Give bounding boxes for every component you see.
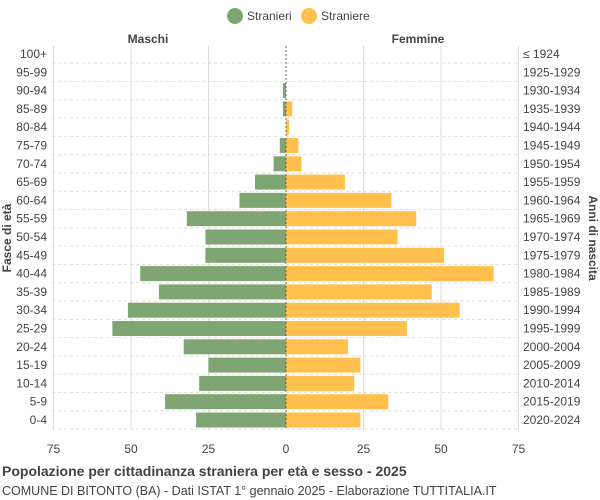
birth-year-label: 2000-2004 [523, 340, 581, 354]
birth-year-label: 1930-1934 [523, 84, 581, 98]
age-label: 80-84 [16, 120, 47, 134]
bar-female-45-49 [286, 247, 445, 263]
x-tick-label: 50 [434, 442, 448, 456]
birth-year-label: 2015-2019 [523, 395, 581, 409]
x-tick-label: 75 [47, 442, 61, 456]
age-label: 45-49 [16, 248, 47, 262]
birth-year-label: 1960-1964 [523, 193, 581, 207]
age-label: 40-44 [16, 267, 47, 281]
bar-female-65-69 [286, 174, 345, 190]
age-label: 0-4 [30, 413, 48, 427]
bar-female-85-89 [286, 101, 293, 117]
birth-year-label: 1995-1999 [523, 322, 581, 336]
birth-year-label: 2005-2009 [523, 358, 581, 372]
y-axis-label-right: Anni di nascita [586, 195, 600, 281]
age-label: 65-69 [16, 175, 47, 189]
bar-male-90-94 [282, 83, 286, 99]
age-label: 15-19 [16, 358, 47, 372]
age-label: 75-79 [16, 139, 47, 153]
bar-male-10-14 [199, 375, 286, 391]
birth-year-label: 1985-1989 [523, 285, 581, 299]
bar-male-55-59 [186, 211, 286, 227]
birth-year-label: 1970-1974 [523, 230, 581, 244]
bar-female-80-84 [286, 119, 290, 135]
legend-marker-stranieri [227, 8, 243, 24]
legend-label-stranieri: Stranieri [247, 9, 292, 23]
bar-male-0-4 [196, 412, 286, 428]
birth-year-label: 1975-1979 [523, 248, 581, 262]
legend-marker-straniere [301, 8, 317, 24]
x-tick-label: 25 [202, 442, 216, 456]
bar-female-60-64 [286, 192, 392, 208]
bar-male-40-44 [140, 266, 286, 282]
bar-female-0-4 [286, 412, 361, 428]
bar-male-5-9 [165, 394, 286, 410]
age-label: 25-29 [16, 322, 47, 336]
right-header: Femmine [392, 32, 445, 46]
age-label: 10-14 [16, 376, 47, 390]
birth-year-label: 1935-1939 [523, 102, 581, 116]
bar-male-70-74 [273, 156, 286, 172]
age-label: 95-99 [16, 65, 47, 79]
bar-male-30-34 [127, 302, 287, 318]
x-tick-label: 25 [357, 442, 371, 456]
birth-year-label: 1965-1969 [523, 212, 581, 226]
bar-male-15-19 [208, 357, 286, 373]
bar-male-85-89 [282, 101, 286, 117]
birth-year-label: 1955-1959 [523, 175, 581, 189]
y-axis-label-left: Fasce di età [0, 203, 14, 272]
bar-male-60-64 [239, 192, 286, 208]
age-label: 55-59 [16, 212, 47, 226]
chart-title: Popolazione per cittadinanza straniera p… [2, 463, 407, 479]
birth-year-label: 1940-1944 [523, 120, 581, 134]
birth-year-label: 2010-2014 [523, 376, 581, 390]
bar-female-20-24 [286, 339, 348, 355]
bar-male-45-49 [205, 247, 286, 263]
birth-year-label: 2020-2024 [523, 413, 581, 427]
bar-female-75-79 [286, 138, 299, 153]
x-tick-label: 75 [512, 442, 526, 456]
age-label: 30-34 [16, 303, 47, 317]
age-label: 5-9 [30, 395, 48, 409]
bar-female-50-54 [286, 229, 398, 245]
bar-male-65-69 [255, 174, 286, 190]
bar-male-50-54 [205, 229, 286, 245]
bar-female-10-14 [286, 375, 355, 391]
bar-female-55-59 [286, 211, 417, 227]
birth-year-label: 1950-1954 [523, 157, 581, 171]
bar-male-75-79 [279, 138, 286, 153]
population-pyramid: 100+ ≤ 1924 95-99 1925-1929 90-94 1930-1934 85… [0, 8, 600, 456]
birth-year-label: ≤ 1924 [523, 47, 560, 61]
bar-female-15-19 [286, 357, 361, 373]
bar-male-25-29 [112, 321, 287, 336]
birth-year-label: 1945-1949 [523, 139, 581, 153]
bar-female-25-29 [286, 321, 407, 336]
age-label: 100+ [20, 47, 47, 61]
bar-female-30-34 [286, 302, 460, 318]
age-label: 60-64 [16, 193, 47, 207]
birth-year-label: 1980-1984 [523, 267, 581, 281]
age-label: 35-39 [16, 285, 47, 299]
bar-female-5-9 [286, 394, 389, 410]
x-tick-label: 0 [283, 442, 290, 456]
chart-subtitle: COMUNE DI BITONTO (BA) - Dati ISTAT 1° g… [2, 484, 497, 498]
age-label: 90-94 [16, 84, 47, 98]
birth-year-label: 1925-1929 [523, 65, 581, 79]
bar-female-70-74 [286, 156, 302, 172]
bar-male-35-39 [158, 284, 286, 300]
bar-male-20-24 [183, 339, 286, 355]
left-header: Maschi [128, 32, 169, 46]
age-label: 85-89 [16, 102, 47, 116]
birth-year-label: 1990-1994 [523, 303, 581, 317]
bar-female-35-39 [286, 284, 432, 300]
age-label: 20-24 [16, 340, 47, 354]
age-label: 50-54 [16, 230, 47, 244]
legend-label-straniere: Straniere [321, 9, 370, 23]
bar-female-40-44 [286, 266, 494, 282]
x-tick-label: 50 [124, 442, 138, 456]
age-label: 70-74 [16, 157, 47, 171]
